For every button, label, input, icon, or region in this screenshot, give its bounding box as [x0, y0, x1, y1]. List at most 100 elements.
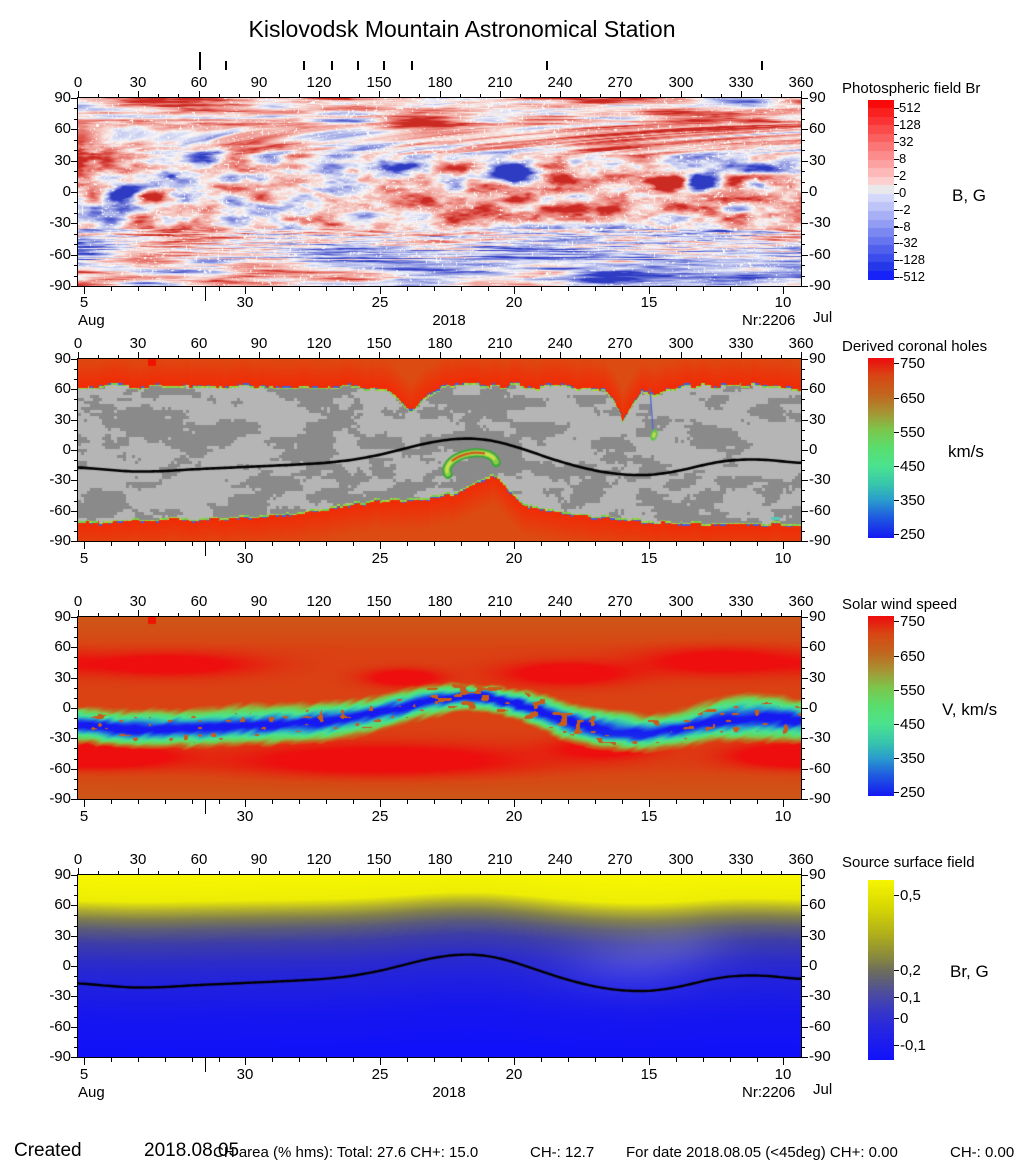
lat-tick-right	[802, 140, 805, 141]
month-boundary-tick	[205, 287, 206, 301]
colorbar-tick-label: -0,1	[900, 1037, 926, 1054]
lat-label-left: 30	[54, 411, 71, 428]
day-tick	[595, 287, 596, 291]
day-tick	[326, 287, 327, 291]
lon-tick-label: 90	[250, 335, 268, 352]
date-label: 5	[79, 808, 89, 825]
lat-tick-right	[802, 986, 805, 987]
lon-tick	[78, 352, 79, 358]
lon-tick-label: 120	[306, 851, 332, 868]
lat-tick-right	[802, 521, 805, 522]
lon-tick	[279, 871, 280, 874]
lon-tick	[480, 613, 481, 616]
lat-tick-right	[802, 440, 805, 441]
colorbar-tick-label: 650	[900, 648, 926, 665]
lat-tick-right	[802, 1027, 808, 1028]
lat-tick-left	[71, 98, 77, 99]
lat-label-right: -30	[809, 471, 831, 488]
day-tick	[84, 542, 85, 549]
day-tick	[353, 1058, 354, 1062]
lat-tick-right	[802, 399, 805, 400]
day-tick	[461, 1058, 462, 1062]
lat-tick-left	[74, 915, 77, 916]
day-tick	[461, 800, 462, 804]
lat-label-right: 0	[809, 957, 818, 974]
lat-tick-left	[71, 678, 77, 679]
date-label: 10	[774, 294, 792, 311]
lat-tick-right	[802, 657, 805, 658]
lon-tick	[520, 613, 521, 616]
lon-tick-label: 360	[788, 74, 814, 91]
lat-tick-left	[71, 708, 77, 709]
day-tick	[703, 542, 704, 546]
lat-tick-left	[74, 956, 77, 957]
day-tick	[272, 287, 273, 291]
lat-label-left: -90	[49, 532, 71, 549]
lon-tick-label: 180	[427, 74, 453, 91]
day-tick	[380, 1058, 381, 1065]
lat-tick-right	[802, 369, 805, 370]
lon-tick	[339, 613, 340, 616]
event-marker	[546, 61, 548, 70]
lon-tick-label: 0	[73, 335, 83, 352]
lon-tick	[379, 610, 380, 616]
lon-tick	[219, 613, 220, 616]
date-label: 20	[505, 294, 523, 311]
month-right-label: Jul	[813, 309, 833, 326]
lon-tick-label: 60	[190, 593, 208, 610]
day-tick	[138, 1058, 139, 1062]
lon-tick	[600, 355, 601, 358]
lon-tick-label: 30	[129, 851, 147, 868]
lat-tick-left	[71, 420, 77, 421]
lat-tick-right	[802, 1057, 808, 1058]
lon-tick	[701, 94, 702, 97]
lon-tick-label: 150	[366, 335, 392, 352]
day-tick	[245, 1058, 246, 1065]
lon-tick	[620, 868, 621, 874]
lon-tick	[219, 355, 220, 358]
day-tick	[730, 800, 731, 804]
lat-tick-left	[74, 728, 77, 729]
colorbar-minor-tick	[894, 125, 898, 126]
lat-tick-right	[802, 410, 805, 411]
footer-ch-area-stats: CH area (% hms): Total: 27.6 CH+: 15.0	[213, 1144, 479, 1161]
lat-tick-left	[74, 430, 77, 431]
lat-tick-left	[74, 946, 77, 947]
lon-tick	[761, 613, 762, 616]
lon-tick-label: 60	[190, 74, 208, 91]
lat-tick-right	[802, 799, 808, 800]
day-tick	[783, 800, 784, 807]
day-tick	[111, 287, 112, 291]
lon-tick	[78, 91, 79, 97]
colorbar-tick	[894, 500, 899, 501]
day-tick	[703, 1058, 704, 1062]
lat-tick-left	[74, 627, 77, 628]
lat-tick-left	[71, 192, 77, 193]
lat-label-left: -30	[49, 729, 71, 746]
lat-tick-right	[802, 718, 805, 719]
lat-tick-left	[74, 140, 77, 141]
lon-tick	[359, 94, 360, 97]
month-left-label: Aug	[78, 312, 105, 329]
lon-tick	[118, 94, 119, 97]
colorbar-tick	[894, 895, 899, 896]
lat-tick-right	[802, 627, 805, 628]
lon-tick-label: 330	[728, 593, 754, 610]
lon-tick	[440, 352, 441, 358]
date-label: 15	[640, 1066, 658, 1083]
lon-tick	[781, 94, 782, 97]
lat-tick-right	[802, 976, 805, 977]
colorbar-tick-label: 250	[900, 526, 926, 543]
colorbar-units: km/s	[948, 442, 984, 461]
lon-tick-label: 30	[129, 74, 147, 91]
lon-tick	[480, 94, 481, 97]
lon-tick-label: 240	[547, 851, 573, 868]
lon-tick	[520, 94, 521, 97]
lon-tick	[219, 871, 220, 874]
lon-tick	[239, 94, 240, 97]
event-marker	[303, 61, 305, 70]
day-tick	[649, 800, 650, 807]
lon-tick	[701, 613, 702, 616]
lat-tick-right	[802, 926, 805, 927]
day-tick	[757, 800, 758, 804]
